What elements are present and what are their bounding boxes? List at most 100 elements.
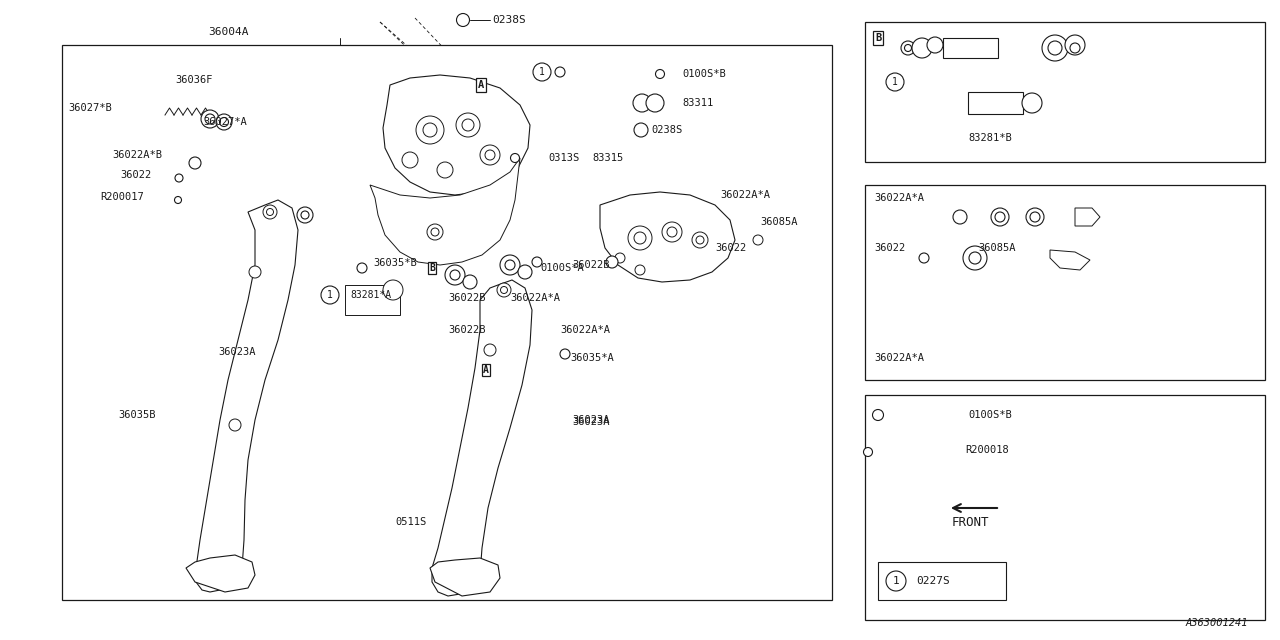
Text: 36022A*A: 36022A*A [561,325,611,335]
Text: 1: 1 [892,576,900,586]
Text: 36022: 36022 [874,243,905,253]
Bar [968,92,1023,114]
Text: 36022B: 36022B [448,293,485,303]
Circle shape [301,211,308,219]
Circle shape [628,226,652,250]
Circle shape [969,252,980,264]
Circle shape [1065,35,1085,55]
Text: 36036F: 36036F [175,75,212,85]
Polygon shape [433,280,532,596]
Text: 36027*A: 36027*A [204,117,247,127]
Text: 36027*B: 36027*B [68,103,111,113]
Circle shape [1042,35,1068,61]
Circle shape [991,208,1009,226]
Text: 83315: 83315 [591,153,623,163]
Circle shape [201,110,219,128]
Circle shape [561,349,570,359]
Text: 36022A*B: 36022A*B [113,150,163,160]
Text: 36023A: 36023A [572,415,609,425]
Text: 0238S: 0238S [652,125,682,135]
Text: FRONT: FRONT [951,515,988,529]
Circle shape [655,70,664,79]
Text: 1: 1 [328,290,333,300]
Circle shape [500,287,507,294]
Circle shape [216,114,232,130]
Circle shape [480,145,500,165]
Text: 1: 1 [892,77,899,87]
Circle shape [262,205,276,219]
Circle shape [963,246,987,270]
Text: 0100S*B: 0100S*B [968,410,1011,420]
Circle shape [383,280,403,300]
Circle shape [174,196,182,204]
Text: R200017: R200017 [100,192,143,202]
Bar [61,45,832,600]
Text: 0227S: 0227S [916,576,950,586]
Circle shape [692,232,708,248]
Circle shape [229,419,241,431]
Circle shape [357,263,367,273]
Text: A363001241: A363001241 [1185,618,1248,628]
Bar [943,38,998,58]
Circle shape [456,113,480,137]
Circle shape [662,222,682,242]
Text: 36022B: 36022B [572,260,609,270]
Text: 36023A: 36023A [218,347,256,357]
Circle shape [1027,208,1044,226]
Circle shape [485,150,495,160]
Text: 36022B: 36022B [448,325,485,335]
Circle shape [927,37,943,53]
Circle shape [532,63,550,81]
Circle shape [635,265,645,275]
Text: 83281*A: 83281*A [349,290,392,300]
FancyArrowPatch shape [954,504,997,512]
Circle shape [886,73,904,91]
Circle shape [189,157,201,169]
Circle shape [462,119,474,131]
Circle shape [919,253,929,263]
Polygon shape [1075,208,1100,226]
Circle shape [532,257,541,267]
Text: 36022: 36022 [120,170,151,180]
Circle shape [886,571,906,591]
Text: B: B [874,33,881,43]
Text: 0100S*A: 0100S*A [540,263,584,273]
Circle shape [954,210,966,224]
Text: 0511S: 0511S [396,517,426,527]
Circle shape [297,207,314,223]
Text: 83281*B: 83281*B [968,133,1011,143]
Circle shape [175,174,183,182]
Circle shape [911,38,932,58]
Circle shape [463,275,477,289]
Text: 36085A: 36085A [978,243,1015,253]
Text: 36004A: 36004A [207,27,248,37]
Circle shape [1048,41,1062,55]
Circle shape [205,114,215,124]
Circle shape [250,266,261,278]
Circle shape [995,212,1005,222]
Circle shape [901,41,915,55]
Circle shape [436,162,453,178]
Bar [865,395,1265,620]
Circle shape [219,118,229,127]
Circle shape [451,270,460,280]
Text: 0238S: 0238S [492,15,526,25]
Polygon shape [383,75,530,195]
Text: 36022A*A: 36022A*A [874,193,924,203]
Circle shape [905,45,911,51]
Text: 0100S*B: 0100S*B [682,69,726,79]
Text: 83311: 83311 [682,98,713,108]
Bar [865,185,1265,380]
Circle shape [484,344,497,356]
Polygon shape [186,555,255,592]
Circle shape [1021,93,1042,113]
Circle shape [321,286,339,304]
Circle shape [266,209,274,216]
Circle shape [634,94,652,112]
Circle shape [696,236,704,244]
Text: 36022A*A: 36022A*A [874,353,924,363]
Circle shape [1030,212,1039,222]
Circle shape [422,123,436,137]
Bar [878,562,1006,600]
Text: 36023A: 36023A [572,417,609,427]
